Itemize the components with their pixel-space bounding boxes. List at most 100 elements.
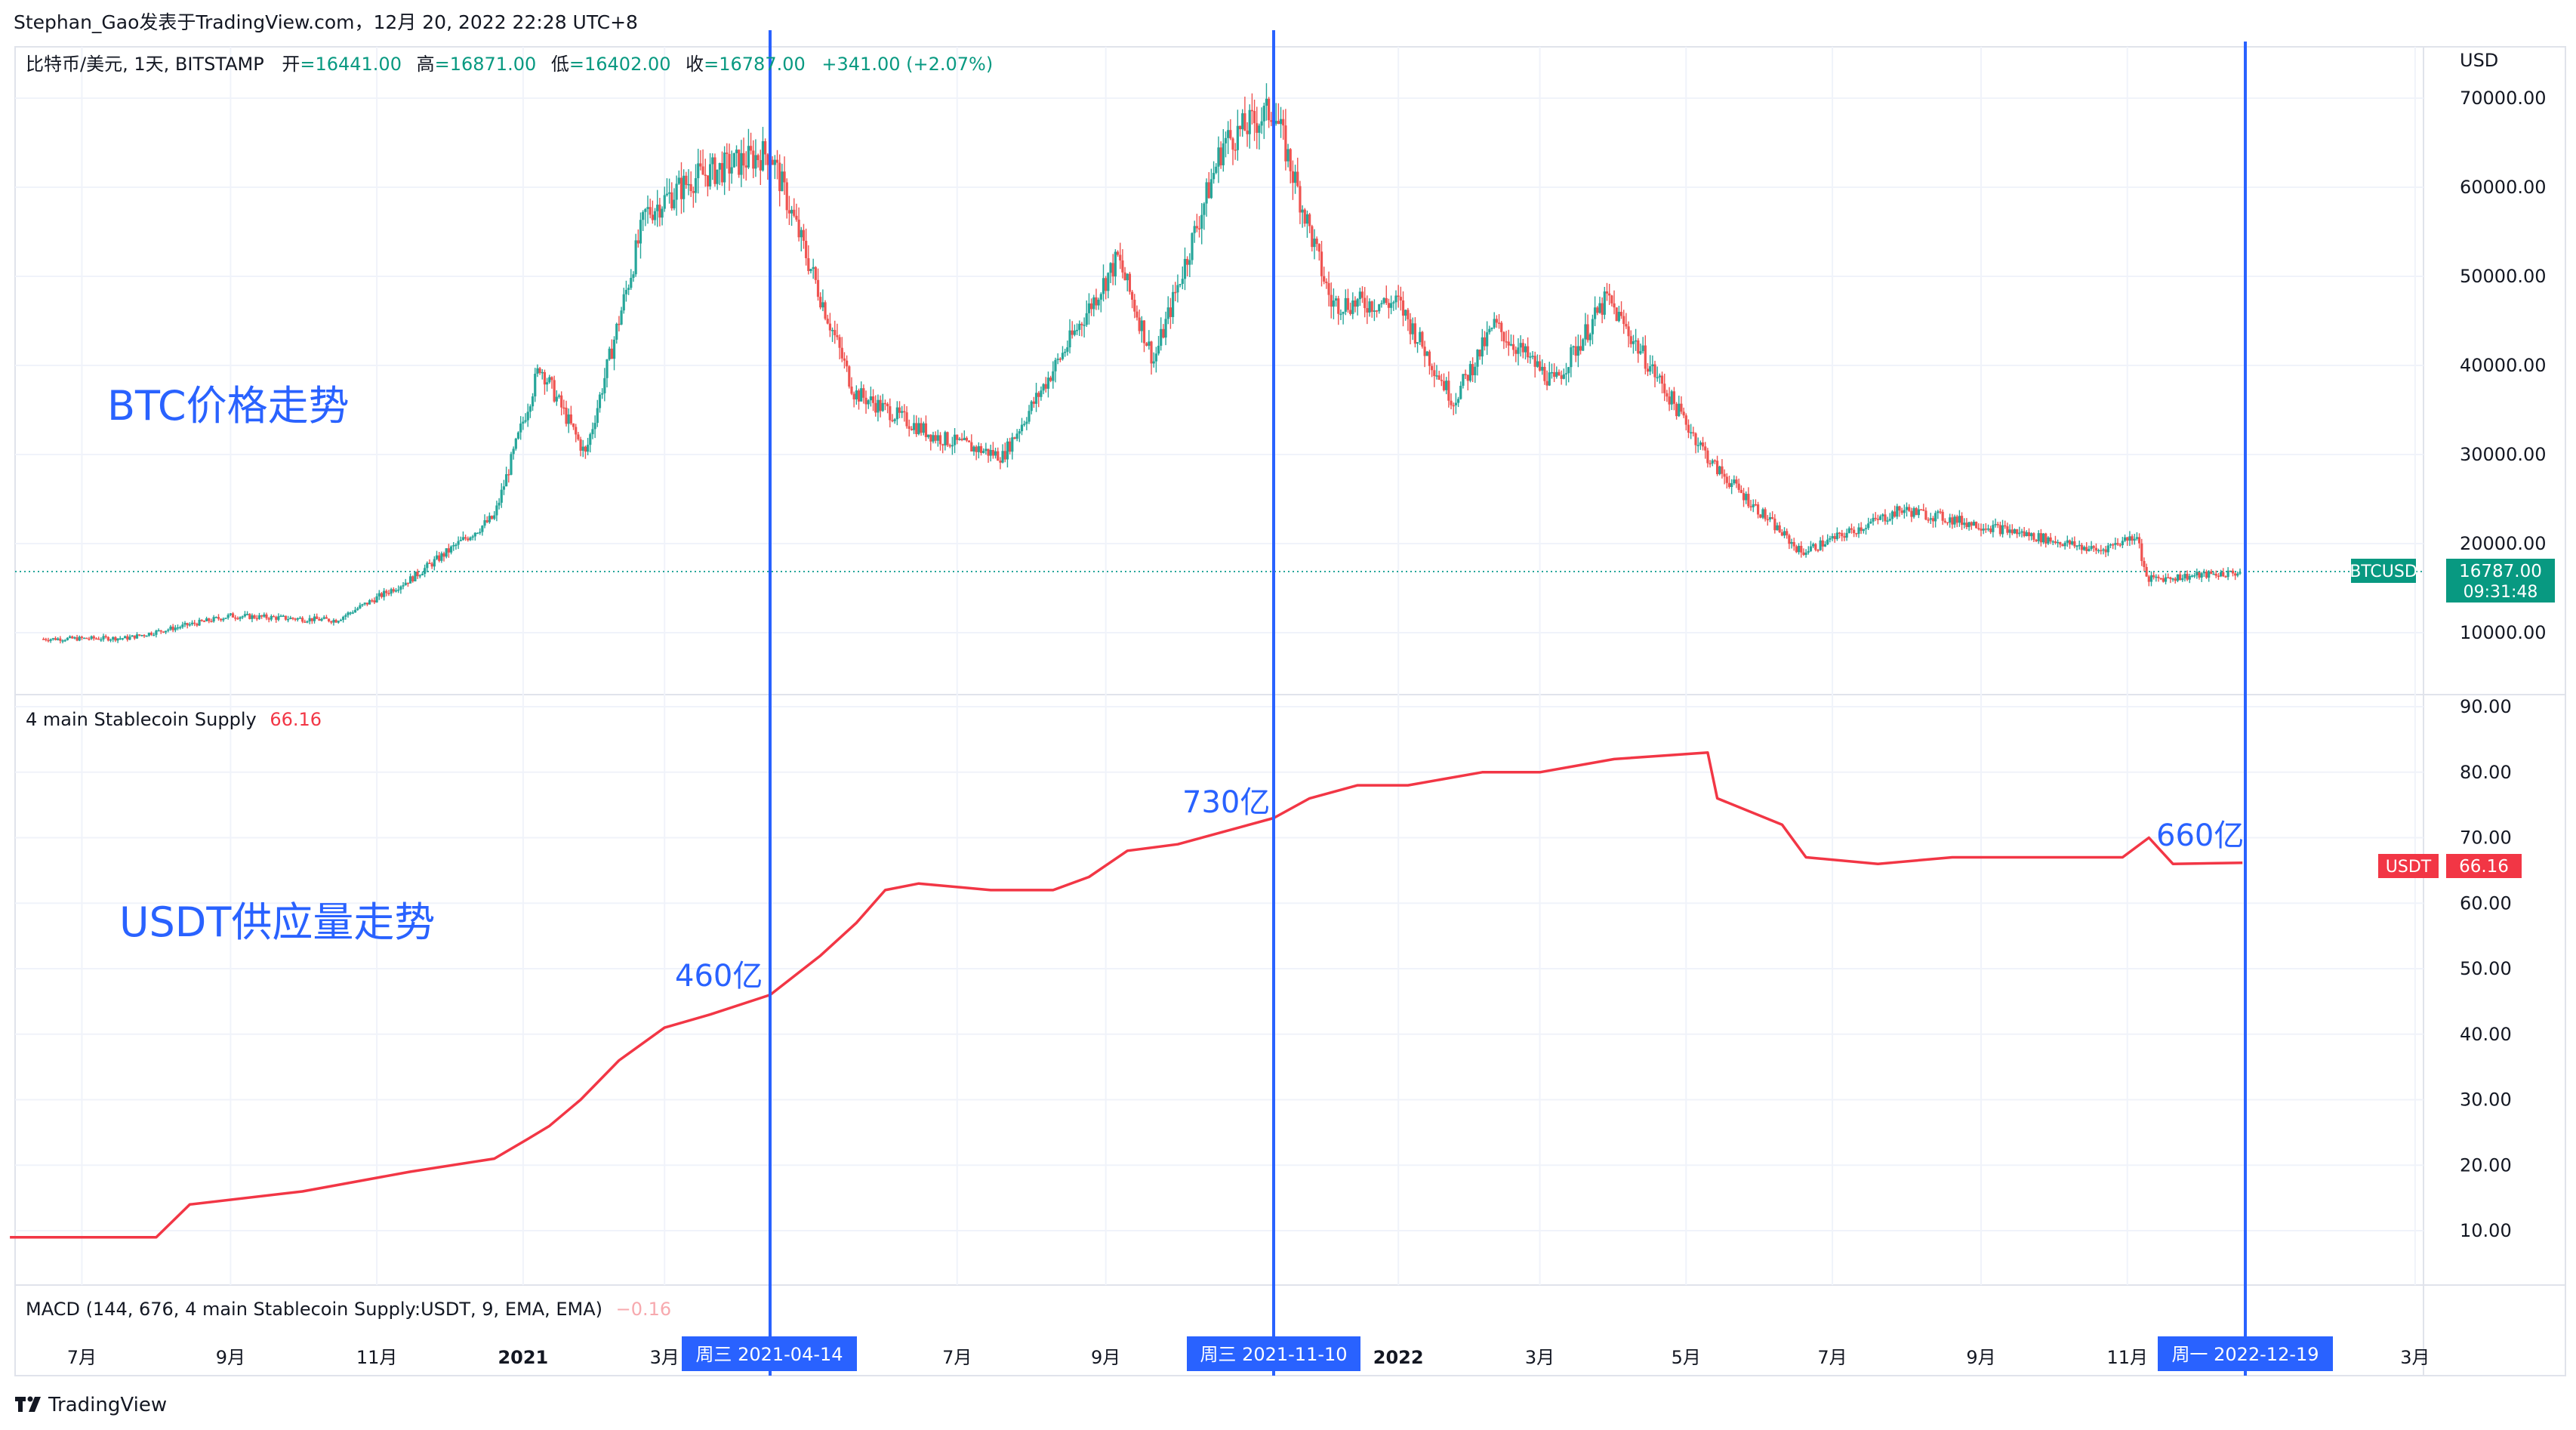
candle-body bbox=[2013, 529, 2017, 534]
candle-body bbox=[620, 310, 623, 325]
candle-body bbox=[898, 407, 901, 413]
candle-body bbox=[2051, 541, 2054, 543]
candle-body bbox=[1977, 528, 1980, 529]
candle-body bbox=[485, 520, 488, 522]
candle-body bbox=[1486, 332, 1489, 347]
candle-body bbox=[1845, 532, 1848, 538]
candle-body bbox=[1555, 371, 1558, 378]
candle-body bbox=[1564, 373, 1568, 374]
candle-body bbox=[1967, 522, 1971, 528]
candle-body bbox=[1013, 437, 1016, 439]
candle-body bbox=[80, 636, 84, 639]
candle-body bbox=[596, 408, 599, 424]
candle-body bbox=[188, 624, 191, 626]
candle-body bbox=[2236, 573, 2239, 576]
candle-body bbox=[1927, 519, 1930, 521]
candle-body bbox=[1344, 297, 1347, 312]
candle-body bbox=[1138, 317, 1141, 331]
candle-body bbox=[1807, 550, 1810, 553]
candle-body bbox=[114, 636, 117, 641]
candle-body bbox=[1407, 310, 1410, 319]
candle-body bbox=[54, 638, 57, 640]
candle-body bbox=[2140, 543, 2143, 562]
candle-body bbox=[1527, 346, 1530, 358]
time-marker-2[interactable]: 周三 2021-11-10 bbox=[1187, 1336, 1360, 1371]
candle-body bbox=[1289, 149, 1292, 171]
candle-body bbox=[2145, 567, 2148, 577]
candle-body bbox=[1260, 121, 1263, 126]
candle-body bbox=[2212, 573, 2215, 575]
candle-body bbox=[214, 617, 217, 618]
candle-body bbox=[1123, 272, 1126, 281]
candle-body bbox=[320, 618, 323, 621]
candle-body bbox=[1567, 367, 1570, 374]
candle-body bbox=[424, 568, 427, 574]
candle-body bbox=[730, 167, 733, 174]
candle-body bbox=[905, 412, 908, 427]
candle-body bbox=[282, 615, 285, 618]
candle-body bbox=[1488, 328, 1491, 333]
time-axis-label: 3月 bbox=[650, 1347, 679, 1368]
candle-body bbox=[1965, 522, 1968, 528]
candle-body bbox=[2088, 549, 2091, 552]
candle-body bbox=[1675, 403, 1678, 417]
candle-body bbox=[2020, 531, 2023, 533]
candle-body bbox=[639, 220, 642, 244]
candle-body bbox=[257, 615, 261, 619]
time-marker-1[interactable]: 周三 2021-04-14 bbox=[682, 1336, 857, 1371]
candle-body bbox=[1056, 359, 1059, 360]
time-marker-3[interactable]: 周一 2022-12-19 bbox=[2158, 1336, 2333, 1371]
time-axis-label: 11月 bbox=[2106, 1347, 2148, 1368]
legend-low-label: 低 bbox=[551, 54, 569, 75]
candle-body bbox=[411, 576, 414, 581]
candle-body bbox=[1404, 310, 1407, 316]
stable-tick-label: 40.00 bbox=[2460, 1024, 2512, 1045]
candle-body bbox=[347, 612, 350, 615]
candle-body bbox=[243, 614, 247, 617]
candle-body bbox=[694, 177, 698, 193]
candle-body bbox=[1867, 523, 1870, 529]
candle-body bbox=[936, 435, 939, 441]
candle-body bbox=[1215, 166, 1218, 173]
candle-body bbox=[1425, 351, 1428, 356]
candle-body bbox=[1346, 297, 1350, 310]
publish-info: Stephan_Gao发表于TradingView.com，12月 20, 20… bbox=[14, 11, 638, 33]
candle-body bbox=[512, 448, 515, 455]
tradingview-logo[interactable]: TradingView bbox=[15, 1394, 167, 1416]
candle-body bbox=[2159, 578, 2162, 580]
candle-body bbox=[814, 267, 817, 280]
stable-tick-label: 30.00 bbox=[2460, 1089, 2512, 1111]
candle-body bbox=[824, 302, 827, 319]
candle-body bbox=[205, 618, 208, 621]
candle-body bbox=[1188, 260, 1191, 265]
candle-body bbox=[632, 274, 635, 278]
candle-body bbox=[938, 435, 942, 445]
candle-body bbox=[1006, 441, 1009, 460]
candle-body bbox=[877, 399, 880, 413]
candle-body bbox=[1570, 347, 1573, 368]
candle-body bbox=[1512, 344, 1515, 350]
candle-body bbox=[45, 639, 48, 640]
stable-legend-name: 4 main Stablecoin Supply bbox=[26, 709, 257, 730]
candle-body bbox=[1114, 251, 1117, 277]
candle-body bbox=[433, 559, 436, 567]
candle-body bbox=[2202, 572, 2205, 574]
candle-body bbox=[196, 624, 199, 626]
candle-body bbox=[2155, 576, 2158, 578]
candle-body bbox=[1231, 138, 1234, 150]
candle-body bbox=[1020, 424, 1024, 432]
candle-body bbox=[153, 634, 156, 636]
candle-body bbox=[886, 403, 889, 407]
candle-body bbox=[1334, 298, 1338, 301]
candle-body bbox=[1445, 381, 1448, 390]
candle-body bbox=[550, 377, 553, 381]
candle-body bbox=[565, 408, 568, 424]
candle-body bbox=[2018, 532, 2021, 535]
candle-body bbox=[1320, 251, 1323, 276]
candle-body bbox=[1756, 504, 1760, 515]
candle-body bbox=[186, 623, 189, 626]
candle-body bbox=[1373, 310, 1376, 312]
candle-body bbox=[864, 397, 867, 405]
candle-body bbox=[891, 420, 894, 422]
candle-body bbox=[2109, 544, 2112, 546]
